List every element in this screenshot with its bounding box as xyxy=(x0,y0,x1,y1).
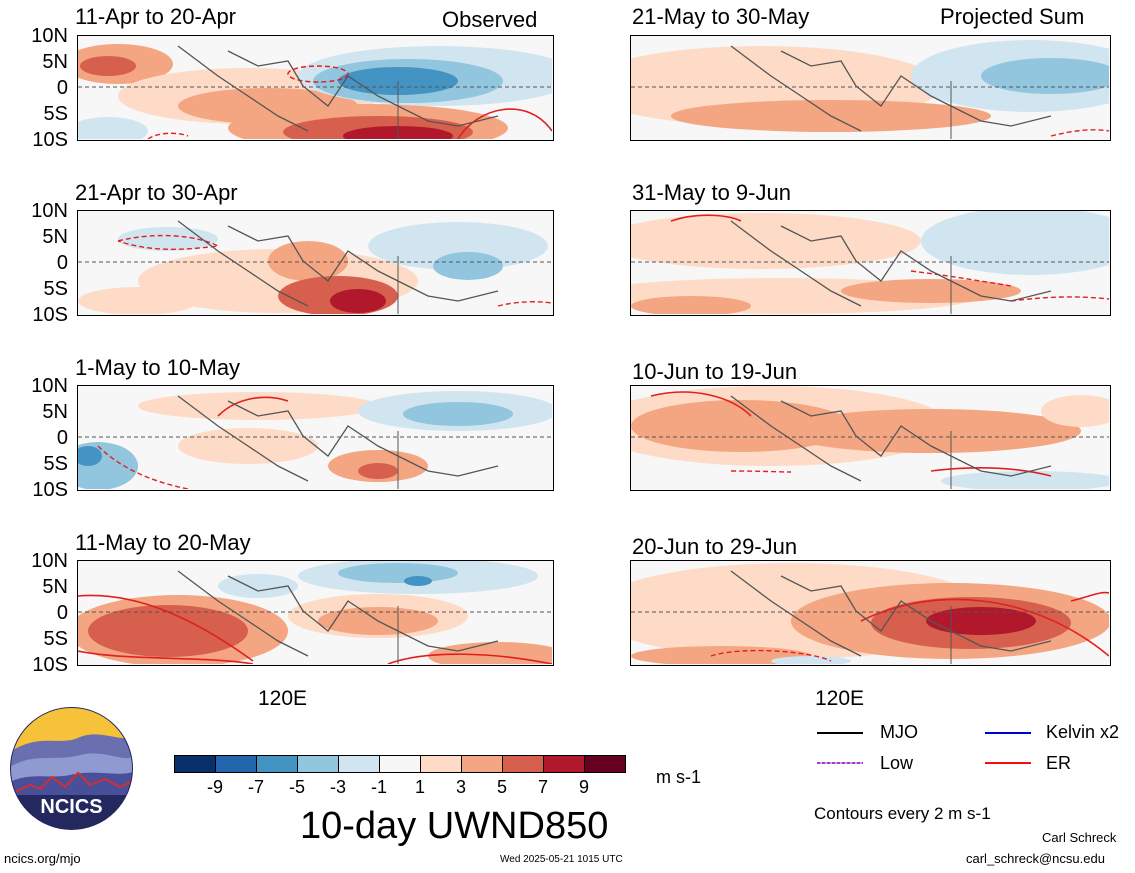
legend-line-low xyxy=(817,762,863,764)
colorbar-tick: -5 xyxy=(288,777,305,797)
observed-label: Observed xyxy=(442,7,538,32)
anomaly-field xyxy=(631,563,1109,664)
figure-title: 10-day UWND850 xyxy=(300,805,609,847)
colorbar-tick: 5 xyxy=(496,777,507,797)
lat-label: 10N xyxy=(31,550,68,572)
lat-label: 0 xyxy=(56,602,68,624)
map-panel-left-2 xyxy=(77,210,554,316)
lat-label: 0 xyxy=(56,252,68,274)
lat-label: 5N xyxy=(42,226,68,248)
legend-label-mjo: MJO xyxy=(880,722,918,742)
panel-title-left-1: 11-Apr to 20-Apr xyxy=(75,4,237,29)
lat-label: 5S xyxy=(43,453,68,475)
anomaly-field xyxy=(78,391,552,489)
colorbar-box-2 xyxy=(215,755,257,773)
colorbar-box-10 xyxy=(543,755,585,773)
anomaly-field xyxy=(631,386,1109,489)
author-email[interactable]: carl_schreck@ncsu.edu xyxy=(966,851,1105,866)
colorbar-units: m s-1 xyxy=(656,767,701,787)
contour-note: Contours every 2 m s-1 xyxy=(814,804,991,823)
colorbar-tick: 9 xyxy=(578,777,589,797)
timestamp: Wed 2025-05-21 1015 UTC xyxy=(500,854,623,865)
author-name: Carl Schreck xyxy=(1042,830,1117,845)
map-panel-right-2 xyxy=(630,210,1111,316)
anomaly-field xyxy=(78,220,552,314)
lat-label: 5S xyxy=(43,103,68,125)
panel-title-left-2: 21-Apr to 30-Apr xyxy=(75,180,238,205)
projected-label: Projected Sum xyxy=(940,4,1085,29)
map-panel-left-1 xyxy=(77,35,554,141)
panel-title-left-3: 1-May to 10-May xyxy=(75,355,241,380)
map-panel-left-3 xyxy=(77,385,554,491)
logo-text: NCICS xyxy=(40,796,102,818)
colorbar-box-4 xyxy=(297,755,339,773)
lat-label: 10N xyxy=(31,25,68,47)
legend-line-kelvin xyxy=(985,732,1031,734)
lat-label: 0 xyxy=(56,77,68,99)
lat-label: 10S xyxy=(32,304,68,326)
legend-label-low: Low xyxy=(880,753,914,773)
lat-label: 5S xyxy=(43,278,68,300)
colorbar-box-5 xyxy=(338,755,380,773)
lat-label: 5N xyxy=(42,401,68,423)
lat-label: 10N xyxy=(31,375,68,397)
legend-line-mjo xyxy=(817,732,863,734)
lat-label: 0 xyxy=(56,427,68,449)
map-panel-right-4 xyxy=(630,560,1111,666)
colorbar-tick: 7 xyxy=(537,777,548,797)
lon-label-left: 120E xyxy=(258,687,308,710)
lat-label: 10S xyxy=(32,654,68,676)
colorbar-tick: 3 xyxy=(455,777,466,797)
colorbar-box-9 xyxy=(502,755,544,773)
legend-line-er xyxy=(985,762,1031,764)
lat-label: 5N xyxy=(42,576,68,598)
colorbar-box-1 xyxy=(174,755,216,773)
panel-title-left-4: 11-May to 20-May xyxy=(75,530,251,555)
colorbar-box-8 xyxy=(461,755,503,773)
colorbar-box-7 xyxy=(420,755,462,773)
panel-title-right-4: 20-Jun to 29-Jun xyxy=(632,534,798,559)
map-panel-right-1 xyxy=(630,35,1111,141)
lat-label: 10S xyxy=(32,479,68,501)
anomaly-field xyxy=(78,44,552,139)
legend-label-kelvin: Kelvin x2 xyxy=(1046,722,1120,742)
colorbar-box-3 xyxy=(256,755,298,773)
colorbar-tick: -7 xyxy=(247,777,264,797)
colorbar-tick: 1 xyxy=(414,777,425,797)
legend-label-er: ER xyxy=(1046,753,1072,773)
lat-label: 5N xyxy=(42,51,68,73)
colorbar-box-11 xyxy=(584,755,626,773)
lat-label: 5S xyxy=(43,628,68,650)
site-link[interactable]: ncics.org/mjo xyxy=(4,851,81,866)
colorbar-box-6 xyxy=(379,755,421,773)
colorbar-tick: -1 xyxy=(370,777,387,797)
map-panel-right-3 xyxy=(630,385,1111,491)
anomaly-field xyxy=(631,211,1109,314)
panel-title-right-2: 31-May to 9-Jun xyxy=(632,180,791,205)
panel-title-right-3: 10-Jun to 19-Jun xyxy=(632,359,798,384)
lat-label: 10S xyxy=(32,129,68,151)
panel-title-right-1: 21-May to 30-May xyxy=(632,4,810,29)
map-panel-left-4 xyxy=(77,560,554,666)
anomaly-field xyxy=(631,40,1109,139)
colorbar-tick: -3 xyxy=(329,777,346,797)
anomaly-field xyxy=(78,561,552,664)
ncics-logo: NCICS xyxy=(10,707,133,830)
colorbar-tick: -9 xyxy=(206,777,223,797)
lat-label: 10N xyxy=(31,200,68,222)
lon-label-right: 120E xyxy=(815,687,865,710)
